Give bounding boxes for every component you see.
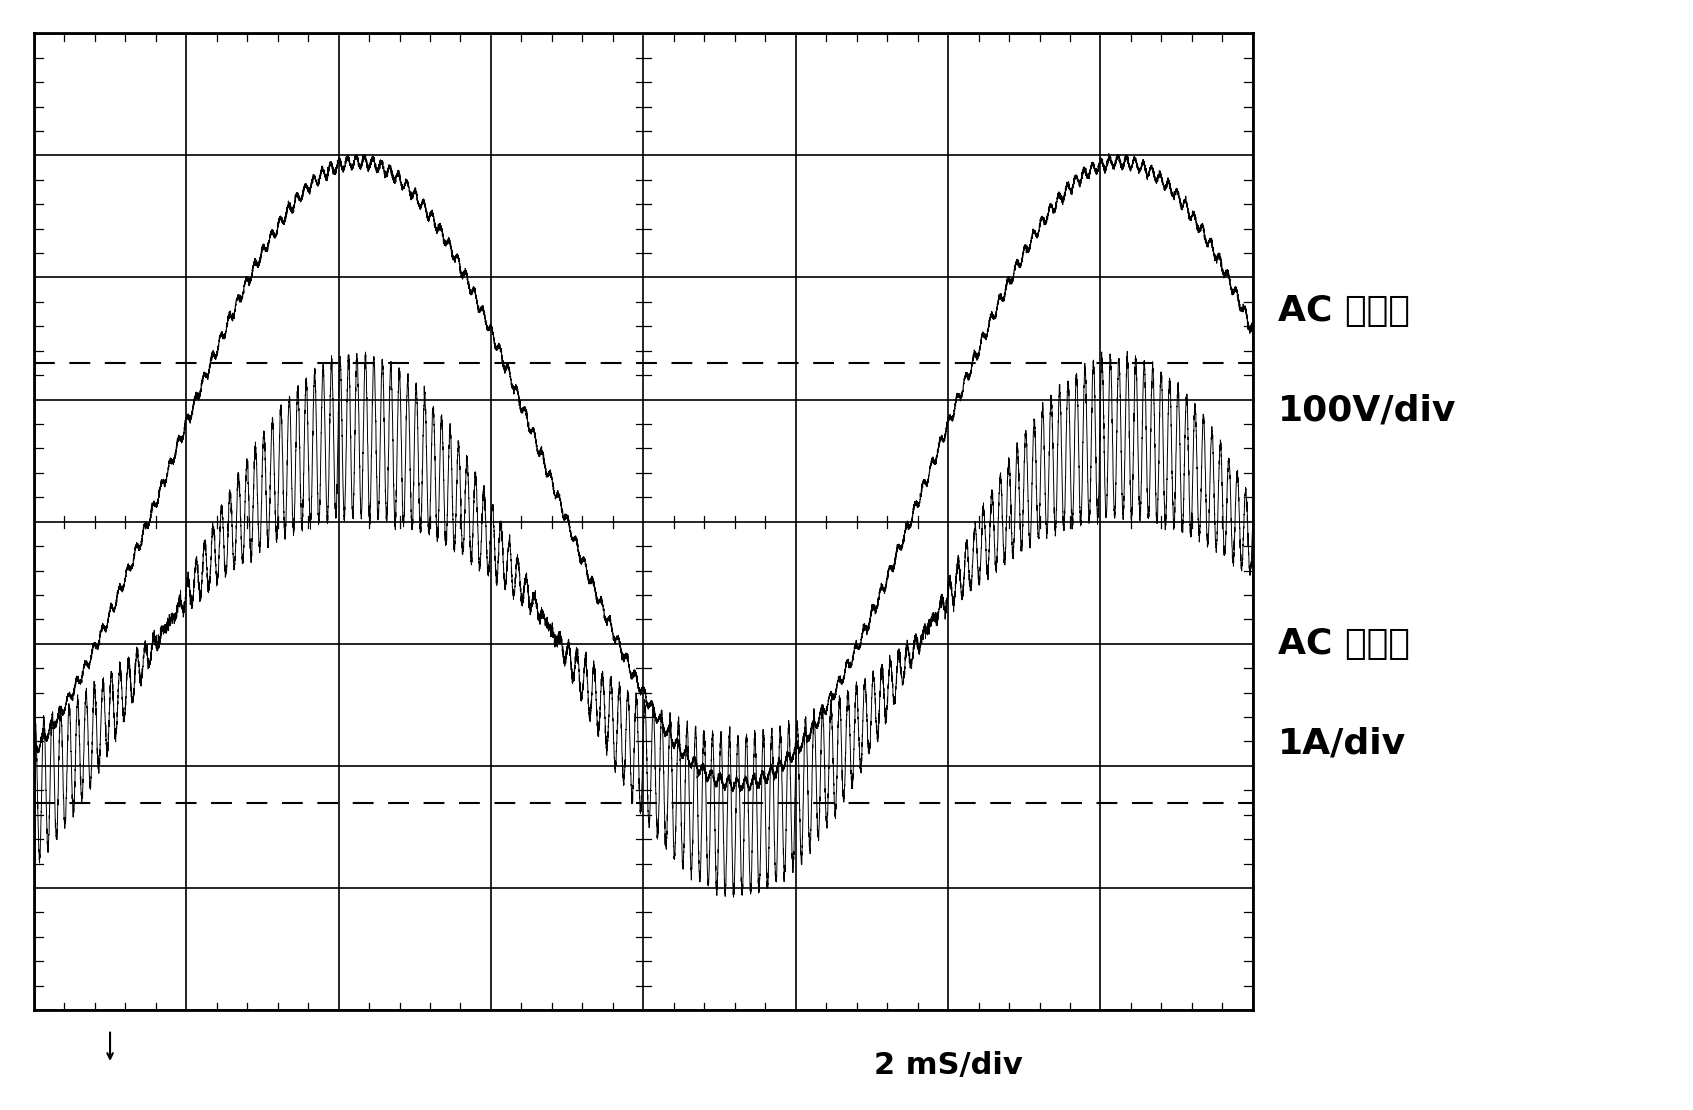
- Text: 2 mS/div: 2 mS/div: [874, 1051, 1023, 1080]
- Text: AC 线电流: AC 线电流: [1278, 627, 1410, 660]
- Text: 100V/div: 100V/div: [1278, 394, 1456, 427]
- Text: AC 线电压: AC 线电压: [1278, 294, 1410, 327]
- Text: 1A/div: 1A/div: [1278, 727, 1407, 760]
